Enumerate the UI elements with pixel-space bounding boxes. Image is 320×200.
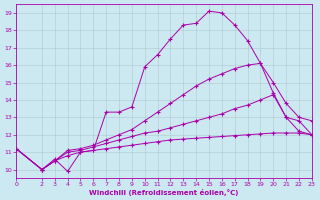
X-axis label: Windchill (Refroidissement éolien,°C): Windchill (Refroidissement éolien,°C) bbox=[89, 189, 239, 196]
